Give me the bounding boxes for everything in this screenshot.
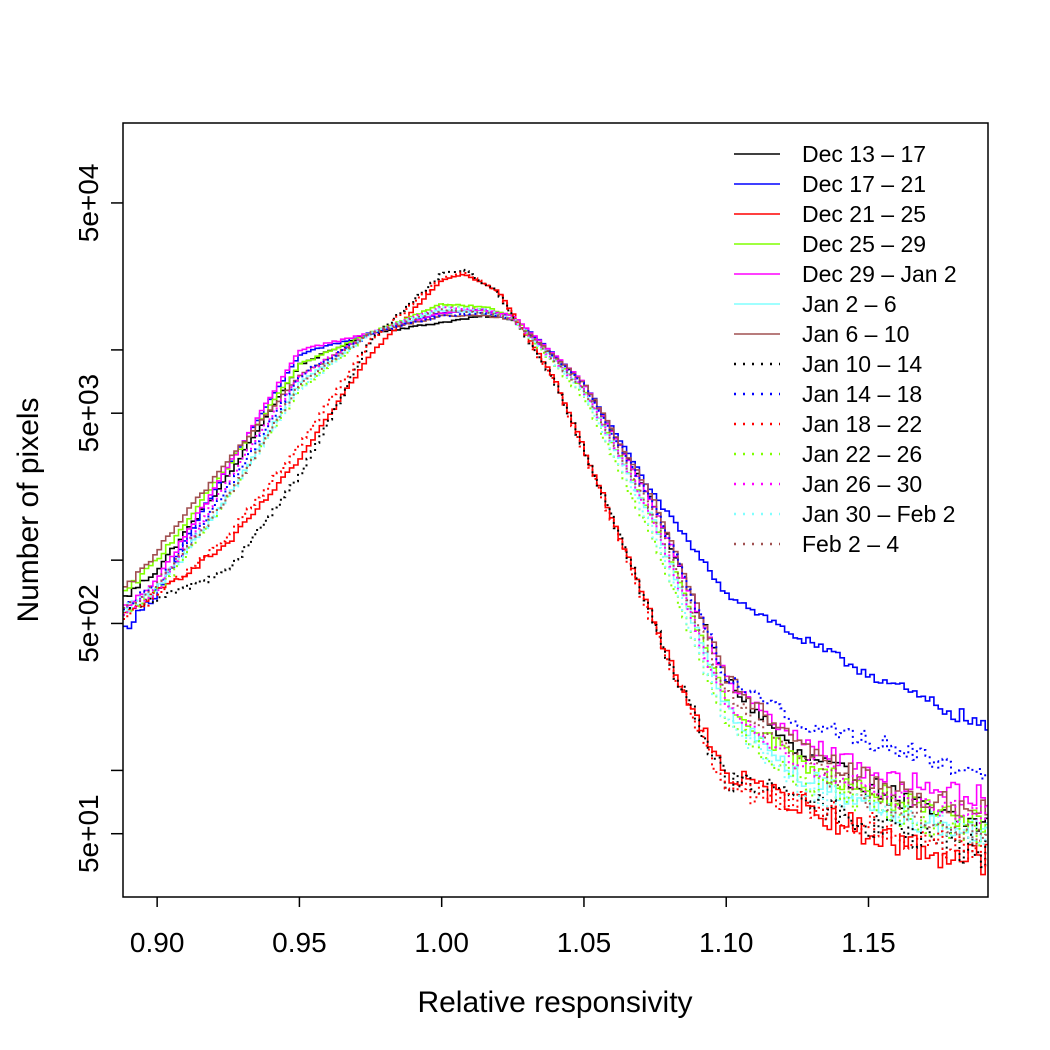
legend-label: Jan 2 – 6 [802,291,897,317]
legend-label: Jan 30 – Feb 2 [802,501,955,527]
x-tick-label: 1.05 [557,927,612,958]
series-layer [123,268,988,876]
x-tick-label: 0.95 [272,927,327,958]
y-tick-label: 5e+01 [73,794,104,873]
legend-label: Jan 22 – 26 [802,441,922,467]
legend-label: Dec 21 – 25 [802,201,926,227]
plot-frame [122,122,989,898]
legend-label: Jan 26 – 30 [802,471,922,497]
legend-label: Dec 25 – 29 [802,231,926,257]
legend-label: Feb 2 – 4 [802,531,899,557]
x-tick-label: 1.00 [414,927,469,958]
y-tick-label: 5e+04 [73,164,104,243]
series-line [123,273,988,876]
y-tick-label: 5e+02 [73,584,104,663]
x-tick-label: 0.90 [130,927,185,958]
y-axis-title: Number of pixels [12,397,45,622]
legend: Dec 13 – 17 Dec 17 – 21 Dec 21 – 25 Dec 25 … [734,141,957,557]
x-axis: 0.90 0.95 1.00 1.05 1.10 1.15 [130,897,896,958]
x-tick-label: 1.15 [841,927,896,958]
legend-label: Dec 17 – 21 [802,171,926,197]
y-axis: 5e+01 5e+02 5e+03 5e+04 [73,164,123,873]
x-axis-title: Relative responsivity [417,986,692,1019]
series-line [123,308,988,847]
series-line [123,306,988,825]
legend-label: Jan 18 – 22 [802,411,922,437]
legend-label: Jan 14 – 18 [802,381,922,407]
legend-label: Dec 29 – Jan 2 [802,261,957,287]
x-tick-label: 1.10 [699,927,754,958]
legend-label: Jan 6 – 10 [802,321,909,347]
legend-label: Dec 13 – 17 [802,141,926,167]
series-line [123,268,988,869]
legend-label: Jan 10 – 14 [802,351,922,377]
y-tick-label: 5e+03 [73,374,104,453]
